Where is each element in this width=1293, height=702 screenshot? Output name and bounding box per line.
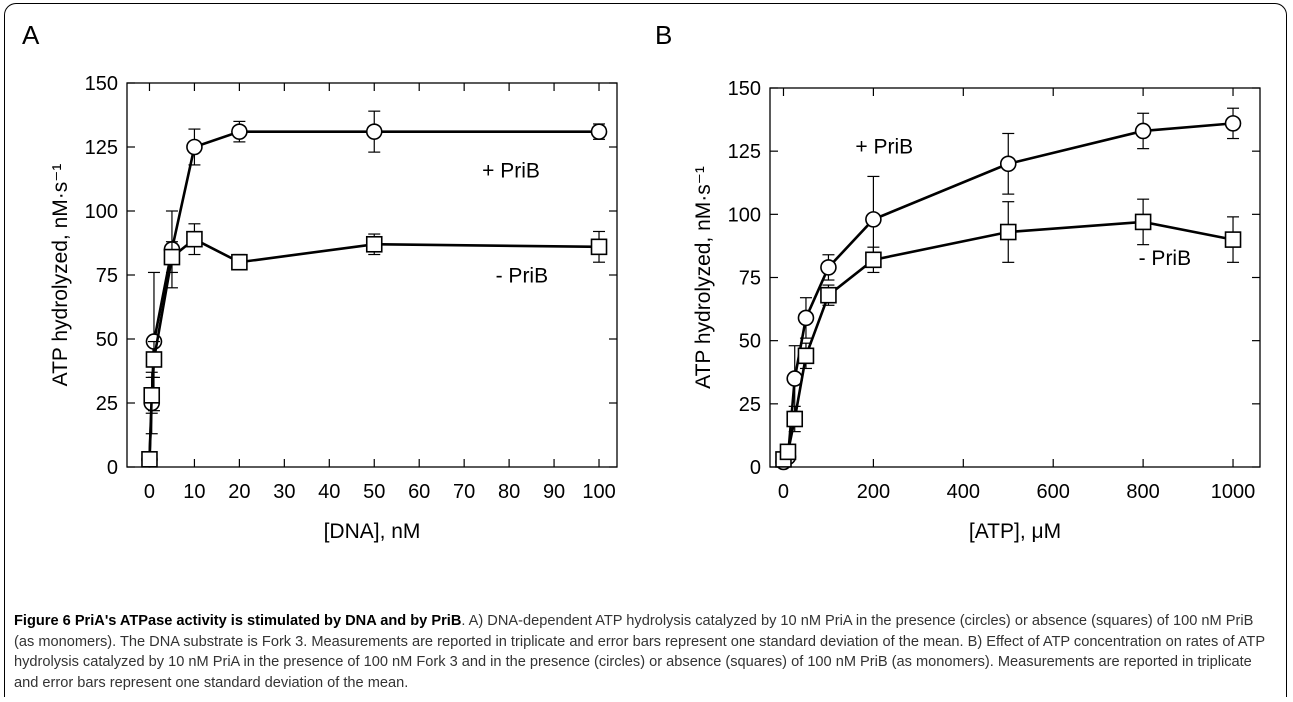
- data-point-circle: [365, 123, 383, 140]
- x-axis-label: [DNA], nM: [324, 520, 421, 543]
- series-label: - PriB: [496, 265, 549, 288]
- series-label: + PriB: [855, 136, 913, 159]
- data-point-square: [820, 286, 837, 304]
- y-axis-label: ATP hydrolyzed, nM·s⁻¹: [692, 166, 715, 389]
- figure-caption: Figure 6 PriA's ATPase activity is stimu…: [14, 611, 1276, 693]
- x-tick-label: 0: [144, 481, 155, 503]
- y-tick-label: 100: [85, 201, 118, 223]
- y-tick-label: 125: [728, 141, 761, 163]
- data-point-square: [999, 223, 1017, 241]
- x-tick-label: 400: [947, 481, 980, 503]
- y-tick-label: 150: [728, 78, 761, 100]
- data-point-square: [797, 347, 815, 365]
- chart-panel-b: 0 25 50 75 100 125 150 0 200 400 600 800 1000 [ATP], …: [692, 78, 1261, 543]
- data-point-square: [163, 248, 181, 266]
- x-tick-label: 10: [183, 481, 205, 503]
- y-tick-label: 25: [96, 393, 118, 415]
- data-point-square: [1224, 231, 1242, 248]
- y-tick-label: 50: [739, 331, 761, 353]
- x-tick-label: 60: [408, 481, 430, 503]
- data-point-square: [143, 387, 161, 404]
- x-tick-label: 30: [273, 481, 295, 503]
- data-point-circle: [231, 123, 248, 140]
- x-tick-label: 50: [363, 481, 385, 503]
- data-point-square: [231, 253, 248, 271]
- data-point-square: [1134, 213, 1152, 231]
- series-label: + PriB: [482, 160, 540, 183]
- data-point-square: [865, 251, 882, 269]
- x-tick-label: 20: [228, 481, 250, 503]
- data-point-square: [365, 235, 383, 253]
- x-tick-label: 600: [1037, 481, 1070, 503]
- caption-body: . A) DNA-dependent ATP hydrolysis cataly…: [14, 613, 1265, 691]
- panel-b-letter: B: [655, 20, 672, 50]
- data-point-square: [145, 351, 163, 368]
- data-point-circle: [590, 123, 608, 140]
- x-axis-label: [ATP], μM: [969, 520, 1061, 543]
- x-tick-label: 1000: [1211, 481, 1256, 503]
- data-point-square: [786, 410, 804, 428]
- x-tick-label: 800: [1126, 481, 1159, 503]
- data-point-circle: [1224, 115, 1242, 132]
- y-tick-label: 50: [96, 329, 118, 351]
- data-point-circle: [820, 259, 837, 276]
- chart-panel-a: 0 25 50 75 100 125 150 0 10 20 30 40 50 60 70 80 90 100 [D…: [49, 73, 618, 543]
- x-tick-label: 40: [318, 481, 340, 503]
- figure-frame: [4, 3, 1287, 697]
- caption-title: Figure 6 PriA's ATPase activity is stimu…: [14, 613, 462, 629]
- data-point-square: [186, 230, 203, 248]
- y-tick-label: 150: [85, 73, 118, 95]
- y-axis-label: ATP hydrolyzed, nM·s⁻¹: [49, 164, 72, 387]
- x-tick-label: 200: [857, 481, 890, 503]
- x-tick-label: 90: [543, 481, 565, 503]
- data-point-square: [590, 238, 608, 256]
- figure-canvas: A B 0 25 50 75 100 125 150 0 10 20 30 40 50 60 70 80 90 1…: [22, 20, 1261, 543]
- data-point-circle: [186, 138, 203, 156]
- y-tick-label: 100: [728, 204, 761, 226]
- data-point-square: [141, 451, 158, 468]
- y-tick-label: 25: [739, 394, 761, 416]
- data-point-square: [779, 443, 797, 461]
- data-point-circle: [1134, 122, 1152, 140]
- x-tick-label: 100: [582, 481, 615, 503]
- y-tick-label: 0: [107, 457, 118, 479]
- plot-frame: [769, 87, 1261, 468]
- series-label: - PriB: [1139, 247, 1192, 270]
- y-tick-label: 0: [750, 457, 761, 479]
- data-point-circle: [999, 155, 1017, 173]
- data-point-circle: [797, 309, 815, 327]
- x-tick-label: 70: [453, 481, 475, 503]
- y-tick-label: 125: [85, 137, 118, 159]
- data-point-circle: [865, 211, 882, 228]
- y-tick-label: 75: [739, 268, 761, 290]
- x-tick-label: 80: [498, 481, 520, 503]
- y-tick-label: 75: [96, 265, 118, 287]
- panel-a-letter: A: [22, 20, 40, 50]
- x-tick-label: 0: [778, 481, 789, 503]
